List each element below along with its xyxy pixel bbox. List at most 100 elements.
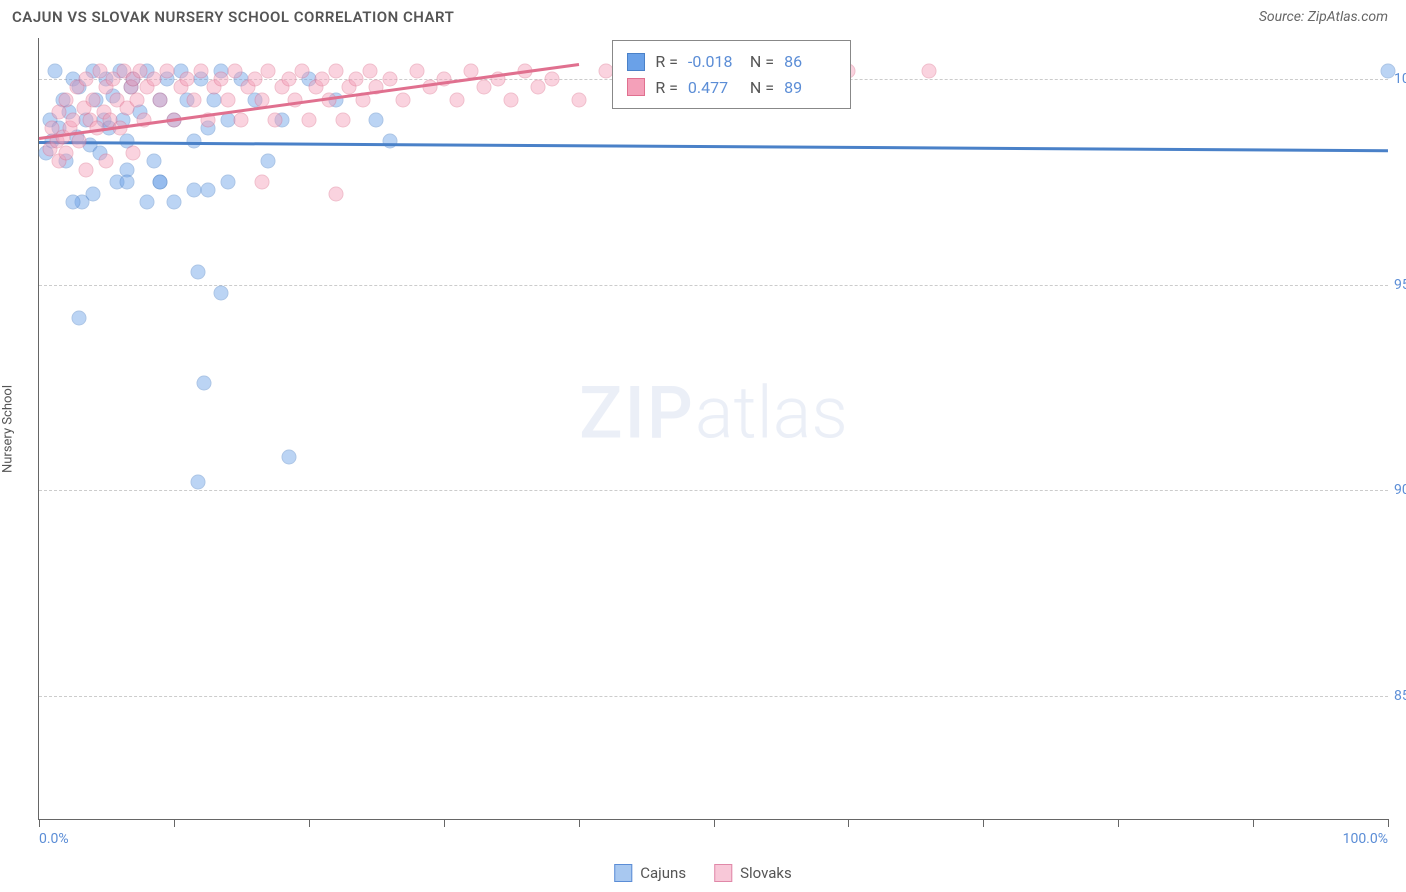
data-point (65, 195, 80, 210)
data-point (187, 92, 202, 107)
data-point (328, 187, 343, 202)
data-point (153, 92, 168, 107)
data-point (409, 63, 424, 78)
source-label: Source: ZipAtlas.com (1259, 9, 1388, 25)
chart-container: Nursery School ZIPatlas 85.0%90.0%95.0%1… (38, 38, 1388, 820)
legend-label: Cajuns (640, 864, 686, 882)
n-value: 86 (784, 49, 836, 75)
x-tick-label: 0.0% (39, 831, 69, 847)
data-point (85, 92, 100, 107)
legend-swatch (614, 864, 632, 882)
data-point (146, 72, 161, 87)
stats-box: R = -0.018 N = 86R = 0.477 N = 89 (612, 40, 851, 109)
data-point (450, 92, 465, 107)
data-point (58, 146, 73, 161)
y-tick-label: 90.0% (1394, 482, 1406, 498)
data-point (191, 265, 206, 280)
data-point (153, 174, 168, 189)
x-tick-label: 100.0% (1343, 831, 1388, 847)
gridline (39, 285, 1388, 286)
data-point (146, 154, 161, 169)
n-label: N = (750, 75, 774, 101)
legend-label: Slovaks (740, 864, 792, 882)
legend-item: Slovaks (714, 864, 792, 882)
data-point (349, 72, 364, 87)
y-tick-label: 100.0% (1394, 71, 1406, 87)
stats-row: R = 0.477 N = 89 (627, 75, 836, 101)
data-point (382, 72, 397, 87)
data-point (48, 63, 63, 78)
legend: Cajuns Slovaks (614, 864, 791, 882)
data-point (234, 113, 249, 128)
chart-title: CAJUN VS SLOVAK NURSERY SCHOOL CORRELATI… (12, 8, 454, 26)
stats-row: R =-0.018N =86 (627, 49, 836, 75)
x-tick (174, 819, 175, 827)
data-point (166, 195, 181, 210)
data-point (187, 133, 202, 148)
series-swatch (627, 53, 645, 71)
data-point (85, 187, 100, 202)
data-point (200, 183, 215, 198)
data-point (477, 80, 492, 95)
gridline (39, 696, 1388, 697)
trend-line (39, 141, 1388, 152)
data-point (328, 63, 343, 78)
data-point (369, 113, 384, 128)
y-tick-label: 95.0% (1394, 277, 1406, 293)
data-point (119, 174, 134, 189)
plot-area: ZIPatlas 85.0%90.0%95.0%100.0%0.0%100.0%… (38, 38, 1388, 820)
data-point (295, 63, 310, 78)
data-point (261, 63, 276, 78)
data-point (79, 162, 94, 177)
data-point (79, 72, 94, 87)
data-point (214, 285, 229, 300)
y-tick-label: 85.0% (1394, 688, 1406, 704)
data-point (72, 310, 87, 325)
data-point (126, 146, 141, 161)
r-value: -0.018 (688, 49, 740, 75)
x-tick (1388, 819, 1389, 827)
data-point (362, 63, 377, 78)
x-tick (983, 819, 984, 827)
gridline (39, 490, 1388, 491)
data-point (335, 113, 350, 128)
n-value: 89 (784, 75, 836, 101)
data-point (139, 195, 154, 210)
data-point (268, 113, 283, 128)
data-point (58, 92, 73, 107)
data-point (396, 92, 411, 107)
n-label: N = (750, 49, 774, 75)
data-point (196, 376, 211, 391)
y-axis-label: Nursery School (1, 385, 16, 473)
legend-item: Cajuns (614, 864, 686, 882)
data-point (214, 72, 229, 87)
data-point (544, 72, 559, 87)
data-point (922, 63, 937, 78)
data-point (281, 450, 296, 465)
x-tick (1253, 819, 1254, 827)
series-swatch (627, 78, 645, 96)
r-label: R = (655, 75, 678, 101)
data-point (220, 174, 235, 189)
r-value: 0.477 (688, 75, 740, 101)
data-point (72, 133, 87, 148)
x-tick (444, 819, 445, 827)
data-point (191, 474, 206, 489)
data-point (130, 92, 145, 107)
data-point (382, 133, 397, 148)
data-point (65, 113, 80, 128)
data-point (261, 154, 276, 169)
data-point (247, 72, 262, 87)
data-point (301, 113, 316, 128)
data-point (281, 72, 296, 87)
data-point (571, 92, 586, 107)
data-point (99, 154, 114, 169)
data-point (220, 92, 235, 107)
data-point (227, 63, 242, 78)
legend-swatch (714, 864, 732, 882)
x-tick (39, 819, 40, 827)
x-tick (309, 819, 310, 827)
data-point (1381, 63, 1396, 78)
data-point (160, 63, 175, 78)
x-tick (1118, 819, 1119, 827)
